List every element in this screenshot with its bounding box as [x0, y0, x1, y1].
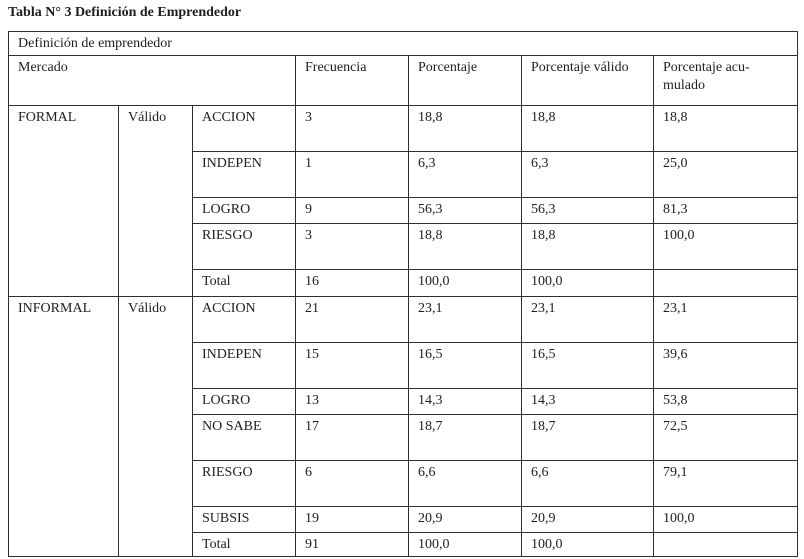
- cumulative-percent-cell: 23,1: [652, 296, 799, 343]
- valid-percent-cell: 18,8: [521, 223, 654, 270]
- cumulative-percent-cell: 18,8: [652, 105, 799, 152]
- cumulative-percent-cell: [652, 269, 799, 297]
- percent-cell: 18,8: [408, 105, 522, 152]
- percent-cell: 6,3: [408, 151, 522, 198]
- cumulative-percent-cell: 53,8: [652, 388, 799, 415]
- frequency-cell: 91: [295, 532, 409, 557]
- table-caption-cell: Definición de emprendedor: [7, 31, 799, 56]
- valid-percent-cell: 6,6: [521, 460, 654, 507]
- cumulative-percent-cell: 100,0: [652, 506, 799, 533]
- percent-cell: 23,1: [408, 296, 522, 343]
- percent-cell: 100,0: [408, 532, 522, 557]
- market-cell-informal: INFORMAL: [8, 296, 119, 557]
- category-cell: INDEPEN: [192, 342, 296, 389]
- frequency-cell: 3: [295, 105, 409, 152]
- percent-cell: 56,3: [408, 197, 522, 224]
- valid-percent-cell: 16,5: [521, 342, 654, 389]
- category-cell: LOGRO: [192, 388, 296, 415]
- table-row-total: Total 16 100,0 100,0: [9, 269, 799, 297]
- percent-cell: 16,5: [408, 342, 522, 389]
- category-cell: ACCION: [192, 296, 296, 343]
- valid-percent-cell: 18,7: [521, 414, 654, 461]
- valid-percent-cell: 18,8: [521, 105, 654, 152]
- col-header-mercado: Mercado: [8, 55, 296, 106]
- table-row: LOGRO 9 56,3 56,3 81,3: [9, 197, 799, 224]
- frequency-cell: 9: [295, 197, 409, 224]
- col-header-porcentaje-acumulado: Porcentaje acu- mulado: [652, 55, 799, 106]
- valid-percent-cell: 56,3: [521, 197, 654, 224]
- category-cell: ACCION: [192, 105, 296, 152]
- valido-cell: Válido: [118, 296, 193, 557]
- cumulative-percent-cell: 81,3: [652, 197, 799, 224]
- cumulative-percent-cell: [652, 532, 799, 557]
- category-cell: LOGRO: [192, 197, 296, 224]
- table-row: INFORMAL Válido ACCION 21 23,1 23,1 23,1: [8, 296, 799, 557]
- cumulative-percent-cell: 100,0: [652, 223, 799, 270]
- table-row: FORMAL Válido ACCION 3 18,8 18,8 18,8: [8, 105, 799, 297]
- frequency-cell: 15: [295, 342, 409, 389]
- frequency-cell: 21: [295, 296, 409, 343]
- cumulative-percent-cell: 25,0: [652, 151, 799, 198]
- frequency-cell: 16: [295, 269, 409, 297]
- percent-cell: 6,6: [408, 460, 522, 507]
- percent-cell: 18,7: [408, 414, 522, 461]
- market-cell-formal: FORMAL: [8, 105, 119, 297]
- table-caption-row: Definición de emprendedor: [7, 31, 799, 56]
- valid-percent-cell: 14,3: [521, 388, 654, 415]
- table-header-row: Mercado Frecuencia Porcentaje Porcentaje…: [8, 55, 799, 106]
- category-cell: RIESGO: [192, 223, 296, 270]
- frequency-table: Definición de emprendedor Mercado Frecue…: [7, 31, 799, 557]
- valid-percent-cell: 6,3: [521, 151, 654, 198]
- frequency-cell: 3: [295, 223, 409, 270]
- table-row-total: Total 91 100,0 100,0: [9, 532, 799, 557]
- frequency-cell: 17: [295, 414, 409, 461]
- percent-cell: 20,9: [408, 506, 522, 533]
- category-cell: Total: [192, 269, 296, 297]
- table-row: RIESGO 6 6,6 6,6 79,1: [9, 460, 799, 507]
- cumulative-percent-cell: 72,5: [652, 414, 799, 461]
- percent-cell: 18,8: [408, 223, 522, 270]
- table-row: INDEPEN 15 16,5 16,5 39,6: [9, 342, 799, 389]
- cumulative-percent-cell: 79,1: [652, 460, 799, 507]
- frequency-cell: 13: [295, 388, 409, 415]
- percent-cell: 100,0: [408, 269, 522, 297]
- frequency-cell: 1: [295, 151, 409, 198]
- valido-cell: Válido: [118, 105, 193, 297]
- valid-percent-cell: 20,9: [521, 506, 654, 533]
- valid-percent-cell: 100,0: [521, 269, 654, 297]
- category-cell: RIESGO: [192, 460, 296, 507]
- table-row: INDEPEN 1 6,3 6,3 25,0: [9, 151, 799, 198]
- valid-percent-cell: 23,1: [521, 296, 654, 343]
- category-cell: NO SABE: [192, 414, 296, 461]
- col-header-porcentaje: Porcentaje: [408, 55, 522, 106]
- frequency-cell: 6: [295, 460, 409, 507]
- table-row: LOGRO 13 14,3 14,3 53,8: [9, 388, 799, 415]
- table-row: RIESGO 3 18,8 18,8 100,0: [9, 223, 799, 270]
- valid-percent-cell: 100,0: [521, 532, 654, 557]
- percent-cell: 14,3: [408, 388, 522, 415]
- frequency-cell: 19: [295, 506, 409, 533]
- page-title: Tabla N° 3 Definición de Emprendedor: [8, 5, 242, 20]
- col-header-porcentaje-valido: Porcentaje válido: [521, 55, 654, 106]
- col-header-frecuencia: Frecuencia: [295, 55, 409, 106]
- table-row: NO SABE 17 18,7 18,7 72,5: [9, 414, 799, 461]
- category-cell: Total: [192, 532, 296, 557]
- category-cell: INDEPEN: [192, 151, 296, 198]
- cumulative-percent-cell: 39,6: [652, 342, 799, 389]
- category-cell: SUBSIS: [192, 506, 296, 533]
